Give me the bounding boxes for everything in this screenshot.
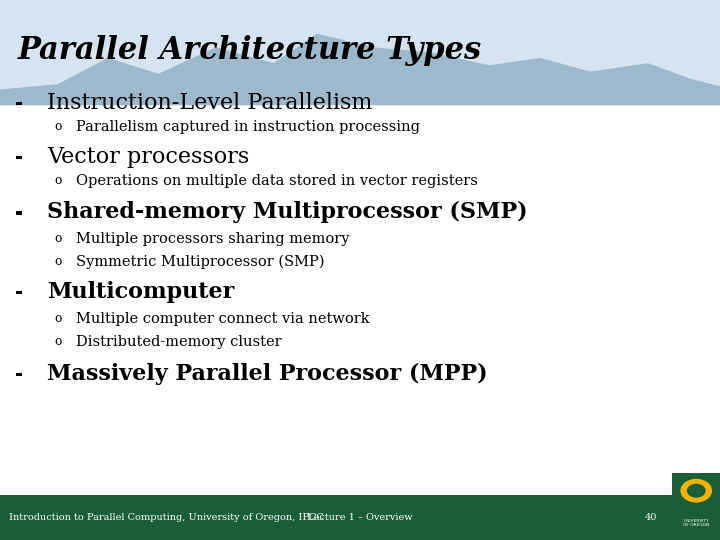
Polygon shape bbox=[86, 31, 158, 74]
Polygon shape bbox=[0, 33, 720, 105]
Text: Operations on multiple data stored in vector registers: Operations on multiple data stored in ve… bbox=[76, 174, 477, 188]
Text: o: o bbox=[54, 312, 61, 325]
Bar bbox=[16, 291, 22, 294]
Text: Shared-memory Multiprocessor (SMP): Shared-memory Multiprocessor (SMP) bbox=[47, 201, 528, 223]
Text: o: o bbox=[54, 232, 61, 245]
Text: o: o bbox=[54, 174, 61, 187]
Text: Instruction-Level Parallelism: Instruction-Level Parallelism bbox=[47, 92, 372, 113]
Bar bbox=[16, 373, 22, 376]
Circle shape bbox=[687, 484, 706, 498]
Text: Symmetric Multiprocessor (SMP): Symmetric Multiprocessor (SMP) bbox=[76, 255, 324, 269]
Text: Lecture 1 – Overview: Lecture 1 – Overview bbox=[307, 513, 413, 522]
Circle shape bbox=[680, 479, 712, 503]
Text: o: o bbox=[54, 335, 61, 348]
Bar bbox=[16, 102, 22, 105]
Text: Introduction to Parallel Computing, University of Oregon, IPCC: Introduction to Parallel Computing, Univ… bbox=[9, 513, 323, 522]
Bar bbox=[0, 0, 720, 105]
Text: UNIVERSITY
OF OREGON: UNIVERSITY OF OREGON bbox=[683, 518, 709, 528]
Bar bbox=[0, 105, 720, 495]
Bar bbox=[0, 495, 720, 540]
Bar bbox=[672, 473, 720, 540]
Bar bbox=[16, 156, 22, 159]
Text: Multiple processors sharing memory: Multiple processors sharing memory bbox=[76, 232, 349, 246]
Text: Distributed-memory cluster: Distributed-memory cluster bbox=[76, 335, 282, 349]
Polygon shape bbox=[259, 2, 374, 48]
Text: Multicomputer: Multicomputer bbox=[47, 281, 234, 302]
Text: Parallelism captured in instruction processing: Parallelism captured in instruction proc… bbox=[76, 120, 420, 134]
Polygon shape bbox=[403, 30, 490, 65]
Text: 40: 40 bbox=[644, 513, 657, 522]
Text: o: o bbox=[54, 255, 61, 268]
Bar bbox=[16, 211, 22, 214]
Text: Multiple computer connect via network: Multiple computer connect via network bbox=[76, 312, 369, 326]
Text: Massively Parallel Processor (MPP): Massively Parallel Processor (MPP) bbox=[47, 363, 487, 384]
Text: o: o bbox=[54, 120, 61, 133]
Text: Parallel Architecture Types: Parallel Architecture Types bbox=[18, 35, 482, 66]
Text: Vector processors: Vector processors bbox=[47, 146, 249, 167]
